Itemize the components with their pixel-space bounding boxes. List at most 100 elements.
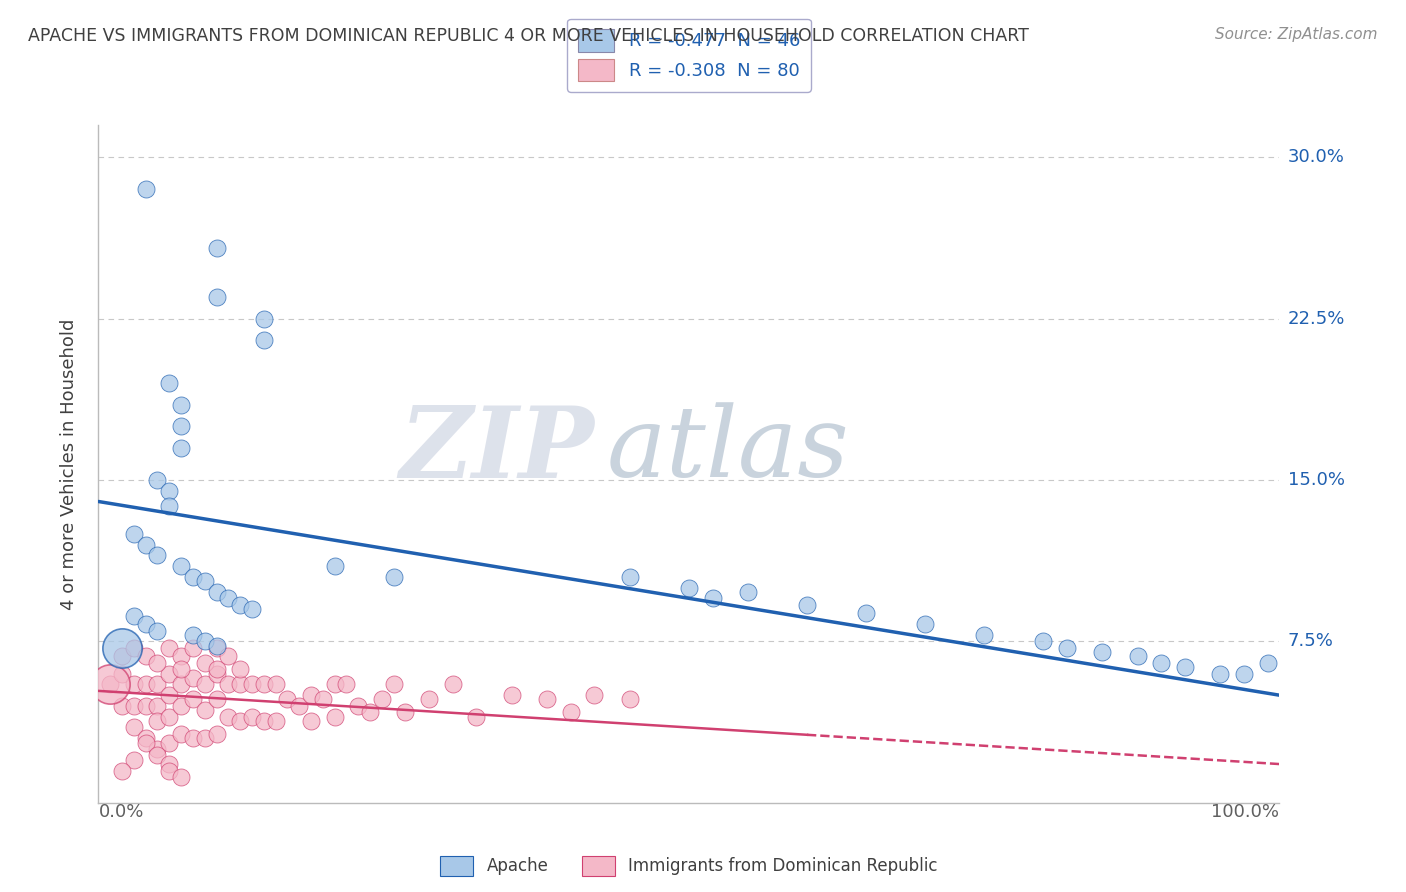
Text: APACHE VS IMMIGRANTS FROM DOMINICAN REPUBLIC 4 OR MORE VEHICLES IN HOUSEHOLD COR: APACHE VS IMMIGRANTS FROM DOMINICAN REPU… — [28, 27, 1029, 45]
Point — [170, 559, 193, 574]
Point — [170, 441, 193, 455]
Point — [347, 698, 370, 713]
Point — [146, 714, 169, 728]
Point — [111, 698, 134, 713]
Point — [240, 602, 263, 616]
Point — [111, 640, 134, 655]
Point — [229, 662, 252, 676]
Point — [253, 333, 276, 347]
Point — [135, 649, 157, 664]
Point — [194, 731, 217, 746]
Point — [205, 585, 228, 599]
Point — [146, 549, 169, 563]
Point — [1126, 649, 1149, 664]
Point — [359, 706, 381, 720]
Point — [253, 311, 276, 326]
Point — [135, 537, 157, 551]
Point — [157, 483, 180, 498]
Point — [205, 692, 228, 706]
Text: atlas: atlas — [606, 402, 849, 498]
Text: Source: ZipAtlas.com: Source: ZipAtlas.com — [1215, 27, 1378, 42]
Point — [299, 714, 322, 728]
Point — [194, 574, 217, 588]
Point — [619, 570, 641, 584]
Point — [205, 666, 228, 681]
Point — [217, 591, 239, 606]
Point — [157, 688, 180, 702]
Point — [299, 688, 322, 702]
Point — [170, 662, 193, 676]
Point — [619, 692, 641, 706]
Point — [170, 398, 193, 412]
Point — [122, 753, 145, 767]
Point — [312, 692, 335, 706]
Point — [205, 727, 228, 741]
Point — [1091, 645, 1114, 659]
Point — [323, 677, 346, 691]
Point — [1257, 656, 1279, 670]
Point — [135, 677, 157, 691]
Point — [1150, 656, 1173, 670]
Point — [240, 709, 263, 723]
Point — [135, 735, 157, 749]
Point — [122, 608, 145, 623]
Point — [382, 677, 405, 691]
Point — [170, 649, 193, 664]
Point — [264, 677, 287, 691]
Point — [122, 677, 145, 691]
Point — [973, 628, 995, 642]
Point — [181, 640, 204, 655]
Point — [146, 473, 169, 487]
Point — [146, 624, 169, 638]
Point — [135, 182, 157, 196]
Point — [181, 570, 204, 584]
Point — [205, 639, 228, 653]
Point — [253, 677, 276, 691]
Point — [253, 714, 276, 728]
Point — [157, 499, 180, 513]
Point — [170, 419, 193, 434]
Point — [371, 692, 394, 706]
Text: 100.0%: 100.0% — [1212, 803, 1279, 821]
Point — [135, 698, 157, 713]
Point — [194, 677, 217, 691]
Point — [583, 688, 606, 702]
Point — [157, 757, 180, 772]
Point — [382, 570, 405, 584]
Text: 7.5%: 7.5% — [1288, 632, 1334, 650]
Point — [323, 559, 346, 574]
Point — [135, 731, 157, 746]
Point — [111, 649, 134, 664]
Point — [229, 598, 252, 612]
Point — [157, 764, 180, 778]
Point — [240, 677, 263, 691]
Point — [146, 748, 169, 763]
Point — [323, 709, 346, 723]
Point — [276, 692, 298, 706]
Point — [217, 649, 239, 664]
Point — [194, 634, 217, 648]
Point — [98, 677, 121, 691]
Point — [146, 656, 169, 670]
Point — [146, 698, 169, 713]
Point — [122, 640, 145, 655]
Point — [465, 709, 488, 723]
Point — [170, 698, 193, 713]
Point — [157, 735, 180, 749]
Point — [194, 656, 217, 670]
Point — [122, 721, 145, 735]
Point — [1056, 640, 1078, 655]
Point — [1174, 660, 1197, 674]
Point — [181, 671, 204, 685]
Point — [914, 617, 936, 632]
Point — [1233, 666, 1256, 681]
Text: 0.0%: 0.0% — [98, 803, 143, 821]
Point — [1032, 634, 1054, 648]
Legend: Apache, Immigrants from Dominican Republic: Apache, Immigrants from Dominican Republ… — [433, 849, 945, 882]
Point — [205, 241, 228, 255]
Point — [157, 376, 180, 391]
Text: 22.5%: 22.5% — [1288, 310, 1346, 327]
Point — [288, 698, 311, 713]
Point — [678, 581, 700, 595]
Point — [796, 598, 818, 612]
